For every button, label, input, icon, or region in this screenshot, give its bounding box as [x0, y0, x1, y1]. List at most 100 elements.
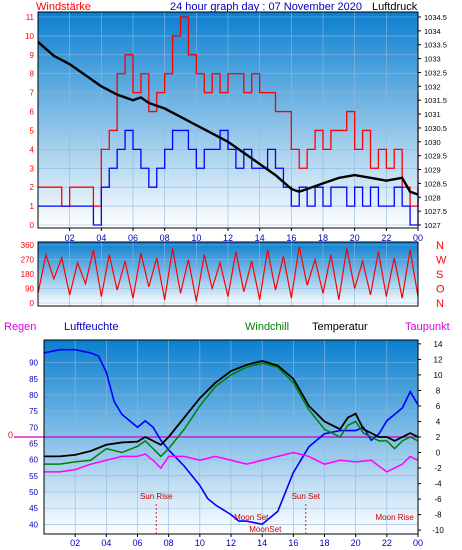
wind-y-tick-label: 8: [30, 70, 35, 79]
humidity-y-tick-label: 70: [29, 423, 38, 432]
humidity-label: Luftfeuchte: [64, 321, 118, 333]
temp-x-tick-label: 12: [226, 538, 236, 548]
wind-x-tick-label: 10: [191, 233, 201, 243]
temperature-label: Temperatur: [312, 321, 368, 333]
temp-y-tick-label: 8: [436, 386, 441, 395]
wind-y-tick-label: 9: [30, 51, 35, 60]
wind-x-tick-label: 06: [128, 233, 138, 243]
dewpoint-label: Taupunkt: [405, 321, 450, 333]
wind-y-tick-label: 11: [26, 13, 35, 22]
direction-y-tick-label: 180: [21, 270, 35, 279]
compass-label: O: [436, 284, 445, 296]
wind-y-tick-label: 3: [30, 164, 35, 173]
temperature-series: [44, 360, 419, 458]
temp-y-tick-label: 12: [434, 355, 443, 364]
temp-x-tick-label: 02: [70, 538, 80, 548]
wind-y-tick-label: 10: [25, 32, 34, 41]
direction-panel-frame: [37, 241, 419, 307]
humidity-y-tick-label: 75: [29, 407, 38, 416]
astro-annotation: Moon Set: [234, 513, 269, 522]
humidity-y-tick-label: 90: [29, 359, 38, 368]
humidity-y-tick-label: 45: [29, 504, 38, 513]
temp-panel-grid: [44, 340, 419, 534]
astro-annotation: MoonSet: [249, 525, 282, 534]
humidity-series: [43, 348, 419, 526]
pressure-y-tick-label: 1034: [424, 27, 441, 36]
humidity-y-tick-label: 80: [29, 391, 38, 400]
pressure-y-tick-label: 1031: [424, 110, 441, 119]
wind-label: Windstärke: [36, 1, 91, 13]
pressure-y-tick-label: 1034.5: [424, 13, 447, 22]
wind-x-tick-label: 16: [286, 233, 296, 243]
temp-panel-series: [14, 348, 419, 526]
wind-y-tick-label: 7: [30, 89, 35, 98]
pressure-y-tick-label: 1027.5: [424, 207, 447, 216]
wind-average-series: [38, 129, 419, 226]
compass-label: N: [436, 240, 444, 252]
astro-annotation: Moon Rise: [376, 513, 415, 522]
direction-y-tick-label: 90: [25, 285, 34, 294]
graph-title: 24 hour graph day : 07 November 2020: [170, 1, 362, 13]
direction-y-tick-label: 270: [21, 256, 35, 265]
wind-y-tick-label: 4: [30, 145, 35, 154]
direction-panel-axes: 0 N 90 O 180 S 270 W 360 N: [21, 240, 447, 310]
humidity-y-tick-label: 85: [29, 375, 38, 384]
temp-y-tick-label: -8: [434, 511, 442, 520]
wind-x-tick-label: 12: [223, 233, 233, 243]
pressure-y-tick-label: 1029: [424, 166, 441, 175]
direction-y-tick-label: 360: [21, 241, 35, 250]
compass-label: N: [436, 298, 444, 310]
astro-annotation: Sun Rise: [140, 492, 173, 501]
temp-y-tick-label: 10: [434, 371, 443, 380]
temp-y-tick-label: -4: [434, 480, 442, 489]
pressure-y-tick-label: 1033.5: [424, 41, 447, 50]
pressure-y-tick-label: 1032: [424, 82, 441, 91]
temp-y-tick-label: -6: [434, 495, 442, 504]
temp-x-tick-label: 06: [132, 538, 142, 548]
temp-y-tick-label: -10: [432, 526, 444, 535]
pressure-series: [37, 41, 419, 196]
humidity-y-tick-label: 55: [29, 472, 38, 481]
wind-y-tick-label: 2: [30, 183, 35, 192]
temp-y-tick-label: 0: [436, 449, 441, 458]
astro-annotation: Sun Set: [292, 492, 321, 501]
pressure-y-tick-label: 1030.5: [424, 124, 447, 133]
dewpoint-series: [44, 451, 419, 473]
rain-zero-label: 0: [8, 430, 13, 440]
wind-x-tick-label: 04: [96, 233, 106, 243]
astro-annotations: Sun Rise Moon Set Sun Set Moon Rise MoonSet: [140, 492, 414, 534]
temp-x-tick-label: 08: [164, 538, 174, 548]
temp-x-tick-label: 22: [382, 538, 392, 548]
wind-x-tick-label: 20: [350, 233, 360, 243]
wind-x-tick-label: 02: [65, 233, 75, 243]
temp-y-tick-label: 6: [436, 402, 441, 411]
temp-x-tick-label: 16: [288, 538, 298, 548]
windchill-label: Windchill: [245, 321, 289, 333]
pressure-y-tick-label: 1033: [424, 55, 441, 64]
wind-x-tick-label: 18: [318, 233, 328, 243]
temp-x-tick-label: 14: [257, 538, 267, 548]
temp-panel-axes: 02 04 06 08 10 12 14 16 18 20 22 004045505560657075…: [29, 340, 444, 548]
pressure-label: Luftdruck: [372, 1, 418, 13]
humidity-y-tick-label: 60: [29, 456, 38, 465]
direction-panel-series: [37, 246, 419, 302]
temp-x-tick-label: 04: [101, 538, 111, 548]
pressure-y-tick-label: 1028: [424, 193, 441, 202]
humidity-y-tick-label: 65: [29, 439, 38, 448]
wind-panel-axes: 02 04 06 08 10 12 14 16 18 20 22 000123456789101110…: [25, 13, 447, 243]
wind-y-tick-label: 1: [30, 202, 35, 211]
humidity-y-tick-label: 40: [29, 520, 38, 529]
windchill-series: [44, 362, 419, 465]
compass-label: S: [436, 269, 443, 281]
wind-x-tick-label: 22: [381, 233, 391, 243]
temp-y-tick-label: 14: [434, 340, 443, 349]
wind-x-tick-label: 14: [255, 233, 265, 243]
temp-x-tick-label: 18: [319, 538, 329, 548]
temp-y-tick-label: 2: [436, 433, 441, 442]
temp-y-tick-label: -2: [434, 464, 442, 473]
direction-y-tick-label: 0: [30, 299, 35, 308]
rain-label: Regen: [4, 321, 36, 333]
pressure-y-tick-label: 1032.5: [424, 68, 447, 77]
